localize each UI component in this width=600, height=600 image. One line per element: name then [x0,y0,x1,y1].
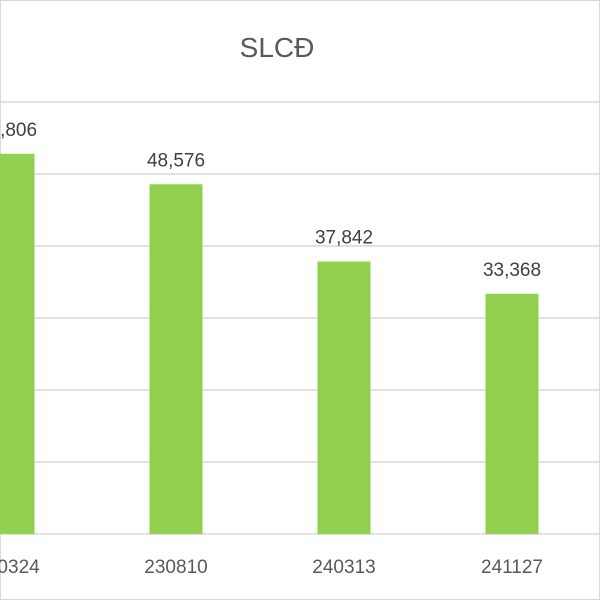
x-tick-label-230324: 230324 [0,557,40,578]
x-tick-label-241127: 241127 [481,557,543,578]
data-label-241127: 33,368 [483,260,541,281]
bar-230810 [149,184,203,534]
bar-230324 [0,153,35,534]
chart-title: SLCĐ [240,32,315,63]
bar-241127 [485,293,539,534]
x-axis-tick-labels: 230324 230810 240313 241127 [0,557,543,578]
data-label-230324: 52,806 [0,120,37,141]
x-tick-label-240313: 240313 [312,557,375,578]
x-tick-label-230810: 230810 [144,557,207,578]
data-label-230810: 48,576 [147,150,205,171]
bar-240313 [317,261,371,534]
data-labels: 52,806 48,576 37,842 33,368 [0,120,541,281]
data-label-240313: 37,842 [315,228,373,249]
bars [0,153,539,534]
